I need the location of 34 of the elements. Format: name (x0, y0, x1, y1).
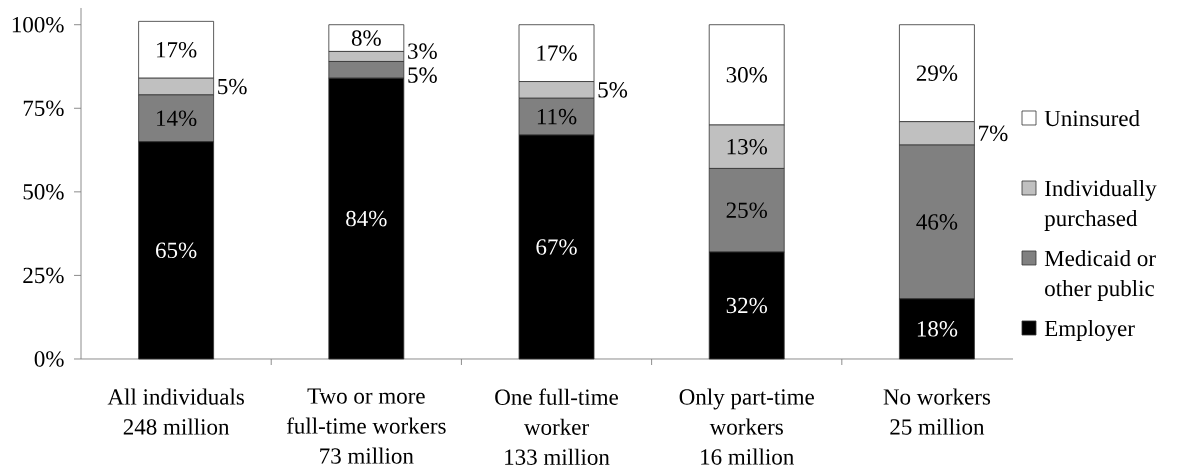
data-label: 13% (727, 138, 768, 155)
data-label: 29% (916, 65, 958, 81)
y-tick-label: 75% (23, 100, 64, 117)
y-tick-label: 25% (23, 267, 64, 284)
x-tick-label: Only part-time workers 16 million (679, 388, 814, 465)
data-label: 32% (726, 297, 768, 314)
data-label: 17% (157, 41, 197, 58)
legend-label: Employer (1044, 320, 1135, 341)
data-label: 25% (726, 202, 768, 219)
y-tick-label: 0% (34, 351, 64, 367)
data-label: 30% (726, 67, 768, 83)
data-label: 5% (408, 67, 437, 83)
data-label: 17% (537, 45, 577, 61)
data-label: 14% (157, 110, 197, 127)
x-tick-label: One full-time worker 133 million (495, 388, 618, 465)
data-label: 84% (346, 210, 387, 227)
data-label: 8% (351, 30, 381, 46)
data-label: 5% (218, 78, 247, 95)
legend-label: Uninsured (1044, 110, 1140, 127)
legend-label: Medicaid or other public (1044, 250, 1156, 301)
data-label: 67% (536, 239, 577, 255)
data-label: 7% (979, 125, 1008, 142)
x-tick-label: Two or more full-time workers 73 million (286, 388, 446, 464)
x-tick-label: No workers 25 million (883, 388, 991, 435)
data-label: 46% (916, 214, 958, 230)
data-label: 18% (917, 321, 958, 337)
x-tick-label: All individuals 248 million (107, 388, 244, 435)
data-label: 65% (156, 242, 197, 259)
data-label: 11% (537, 108, 577, 125)
data-label: 3% (408, 43, 437, 59)
y-tick-label: 50% (23, 184, 64, 200)
data-label: 5% (598, 82, 628, 98)
legend-label: Individually purchased (1044, 180, 1157, 231)
y-tick-label: 100% (12, 16, 64, 33)
